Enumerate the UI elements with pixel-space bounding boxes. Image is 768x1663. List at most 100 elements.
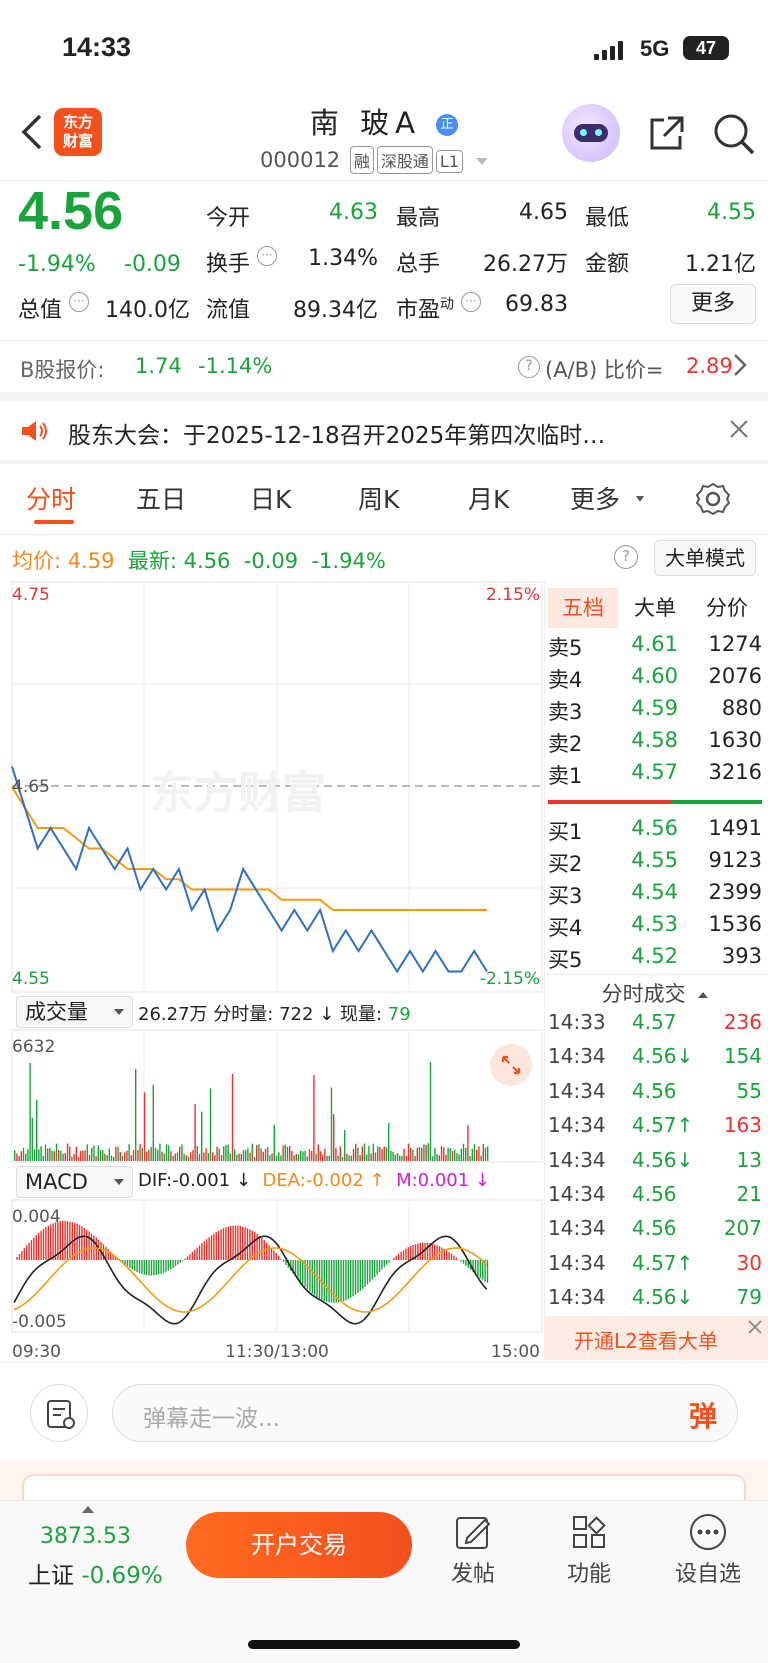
- notice-bar[interactable]: 股东大会：于2025-12-18召开2025年第四次临时…: [0, 402, 768, 460]
- volume-bar: [33, 1149, 36, 1161]
- tab-month-k[interactable]: 月K: [468, 485, 510, 514]
- bshare-row[interactable]: B股报价: 1.74 -1.14% ? (A/B) 比价= 2.89: [0, 340, 768, 392]
- tab-five-day[interactable]: 五日: [136, 485, 187, 514]
- volume-bar: [401, 1156, 403, 1161]
- chevron-up-icon[interactable]: [82, 1506, 94, 1513]
- danmu-send-button[interactable]: 弹: [688, 1400, 717, 1433]
- tab-indicator: [34, 520, 74, 524]
- volume-bar: [306, 1156, 308, 1161]
- volume-bar: [29, 1063, 31, 1161]
- tab-day-k[interactable]: 日K: [250, 485, 292, 514]
- macd-bar: [196, 1247, 198, 1260]
- chevron-down-icon[interactable]: [475, 157, 488, 165]
- volume-selector[interactable]: 成交量: [16, 996, 133, 1028]
- macd-bar: [426, 1242, 429, 1260]
- macd-bar: [227, 1226, 229, 1260]
- volume-bar: [434, 1147, 436, 1161]
- bid-row[interactable]: 买3 4.54 2399: [548, 880, 762, 912]
- function-button[interactable]: 功能: [556, 1512, 622, 1592]
- volume-bar: [405, 1155, 407, 1161]
- help-icon[interactable]: ?: [614, 545, 638, 569]
- macd-bar: [477, 1260, 479, 1277]
- search-icon[interactable]: [712, 112, 756, 156]
- volume-bar: [482, 1144, 484, 1161]
- volume-bar: [377, 1146, 379, 1161]
- volume-bar: [183, 1153, 185, 1161]
- close-icon[interactable]: [746, 1318, 764, 1340]
- intraday-chart[interactable]: 东方财富 4.75 4.65 4.55 2.15% -2.15% 6632 0.…: [0, 580, 545, 1365]
- volume-bar: [258, 1144, 260, 1161]
- macd-bar: [83, 1228, 85, 1260]
- volume-bar: [161, 1151, 163, 1161]
- info-icon[interactable]: ···: [461, 292, 482, 312]
- macd-bar: [18, 1254, 21, 1260]
- macd-bar: [244, 1227, 246, 1260]
- macd-bar: [345, 1260, 347, 1301]
- open-account-trade-button[interactable]: 开户交易: [186, 1512, 412, 1578]
- bid-row[interactable]: 买1 4.56 1491: [548, 816, 762, 848]
- index-row[interactable]: 上证 -0.69%: [28, 1563, 163, 1589]
- ask-row[interactable]: 卖5 4.61 1274: [548, 632, 762, 664]
- bid-row[interactable]: 买2 4.55 9123: [548, 848, 762, 880]
- post-button[interactable]: 发帖: [440, 1512, 506, 1592]
- volume-bar: [295, 1153, 297, 1161]
- tab-price-dist[interactable]: 分价: [706, 596, 748, 620]
- expand-icon[interactable]: [490, 1044, 532, 1086]
- deals-title[interactable]: 分时成交: [548, 978, 762, 1008]
- volume-bar: [427, 1143, 429, 1161]
- bid-row[interactable]: 买4 4.53 1536: [548, 912, 762, 944]
- info-icon[interactable]: ···: [69, 292, 90, 312]
- macd-bar: [306, 1260, 309, 1290]
- last-price: 4.56: [18, 181, 124, 241]
- volume-bar: [117, 1147, 119, 1161]
- big-order-mode-button[interactable]: 大单模式: [654, 540, 756, 576]
- deal-time: 14:34: [548, 1044, 606, 1069]
- tab-intraday[interactable]: 分时: [26, 485, 77, 514]
- assistant-avatar[interactable]: [562, 104, 620, 162]
- more-button[interactable]: 更多: [670, 284, 756, 324]
- volume-bar: [126, 1150, 128, 1161]
- share-icon[interactable]: [646, 114, 686, 154]
- macd-bar: [112, 1253, 114, 1260]
- ask-row[interactable]: 卖1 4.57 3216: [548, 760, 762, 792]
- macd-bar: [431, 1243, 433, 1260]
- x-label-close: 15:00: [491, 1342, 540, 1362]
- ask-row[interactable]: 卖2 4.58 1630: [548, 728, 762, 760]
- macd-bar: [273, 1250, 275, 1260]
- volume-bar: [196, 1145, 198, 1161]
- help-icon[interactable]: ?: [518, 356, 540, 378]
- back-icon[interactable]: [18, 112, 48, 152]
- l2-banner[interactable]: 开通L2查看大单: [544, 1316, 768, 1360]
- ask-price: 4.60: [631, 664, 678, 688]
- mktcap-value: 140.0亿: [105, 298, 190, 323]
- volume-bar: [209, 1088, 212, 1161]
- tab-five-level[interactable]: 五档: [548, 588, 618, 628]
- ask-row[interactable]: 卖3 4.59 880: [548, 696, 762, 728]
- danmu-input[interactable]: 弹幕走一波... 弹: [112, 1384, 738, 1442]
- macd-bar: [160, 1260, 162, 1274]
- tab-more[interactable]: 更多: [570, 485, 621, 514]
- volume-bar: [473, 1144, 476, 1161]
- volume-bar: [198, 1154, 201, 1161]
- turnover-label: 换手 ···: [206, 246, 278, 278]
- macd-bar: [314, 1260, 316, 1296]
- chevron-right-icon[interactable]: [732, 352, 748, 383]
- bid-row[interactable]: 买5 4.52 393: [548, 944, 762, 976]
- volume-bar: [467, 1125, 469, 1161]
- notes-button[interactable]: [30, 1384, 88, 1442]
- tab-big-order[interactable]: 大单: [634, 596, 676, 620]
- settings-icon[interactable]: [695, 482, 731, 520]
- info-icon[interactable]: ···: [257, 246, 278, 266]
- close-icon[interactable]: [728, 418, 750, 444]
- volume-bar: [374, 1152, 377, 1161]
- volume-bar: [429, 1062, 432, 1161]
- macd-bar: [280, 1258, 282, 1260]
- add-watchlist-button[interactable]: 设自选: [668, 1512, 748, 1592]
- tab-week-k[interactable]: 周K: [358, 485, 400, 514]
- index-value[interactable]: 3873.53: [40, 1524, 131, 1549]
- deal-price: 4.56↓: [632, 1044, 694, 1069]
- macd-bottom-label: -0.005: [12, 1312, 67, 1332]
- macd-bar: [186, 1256, 189, 1260]
- ask-row[interactable]: 卖4 4.60 2076: [548, 664, 762, 696]
- macd-selector[interactable]: MACD: [16, 1166, 133, 1198]
